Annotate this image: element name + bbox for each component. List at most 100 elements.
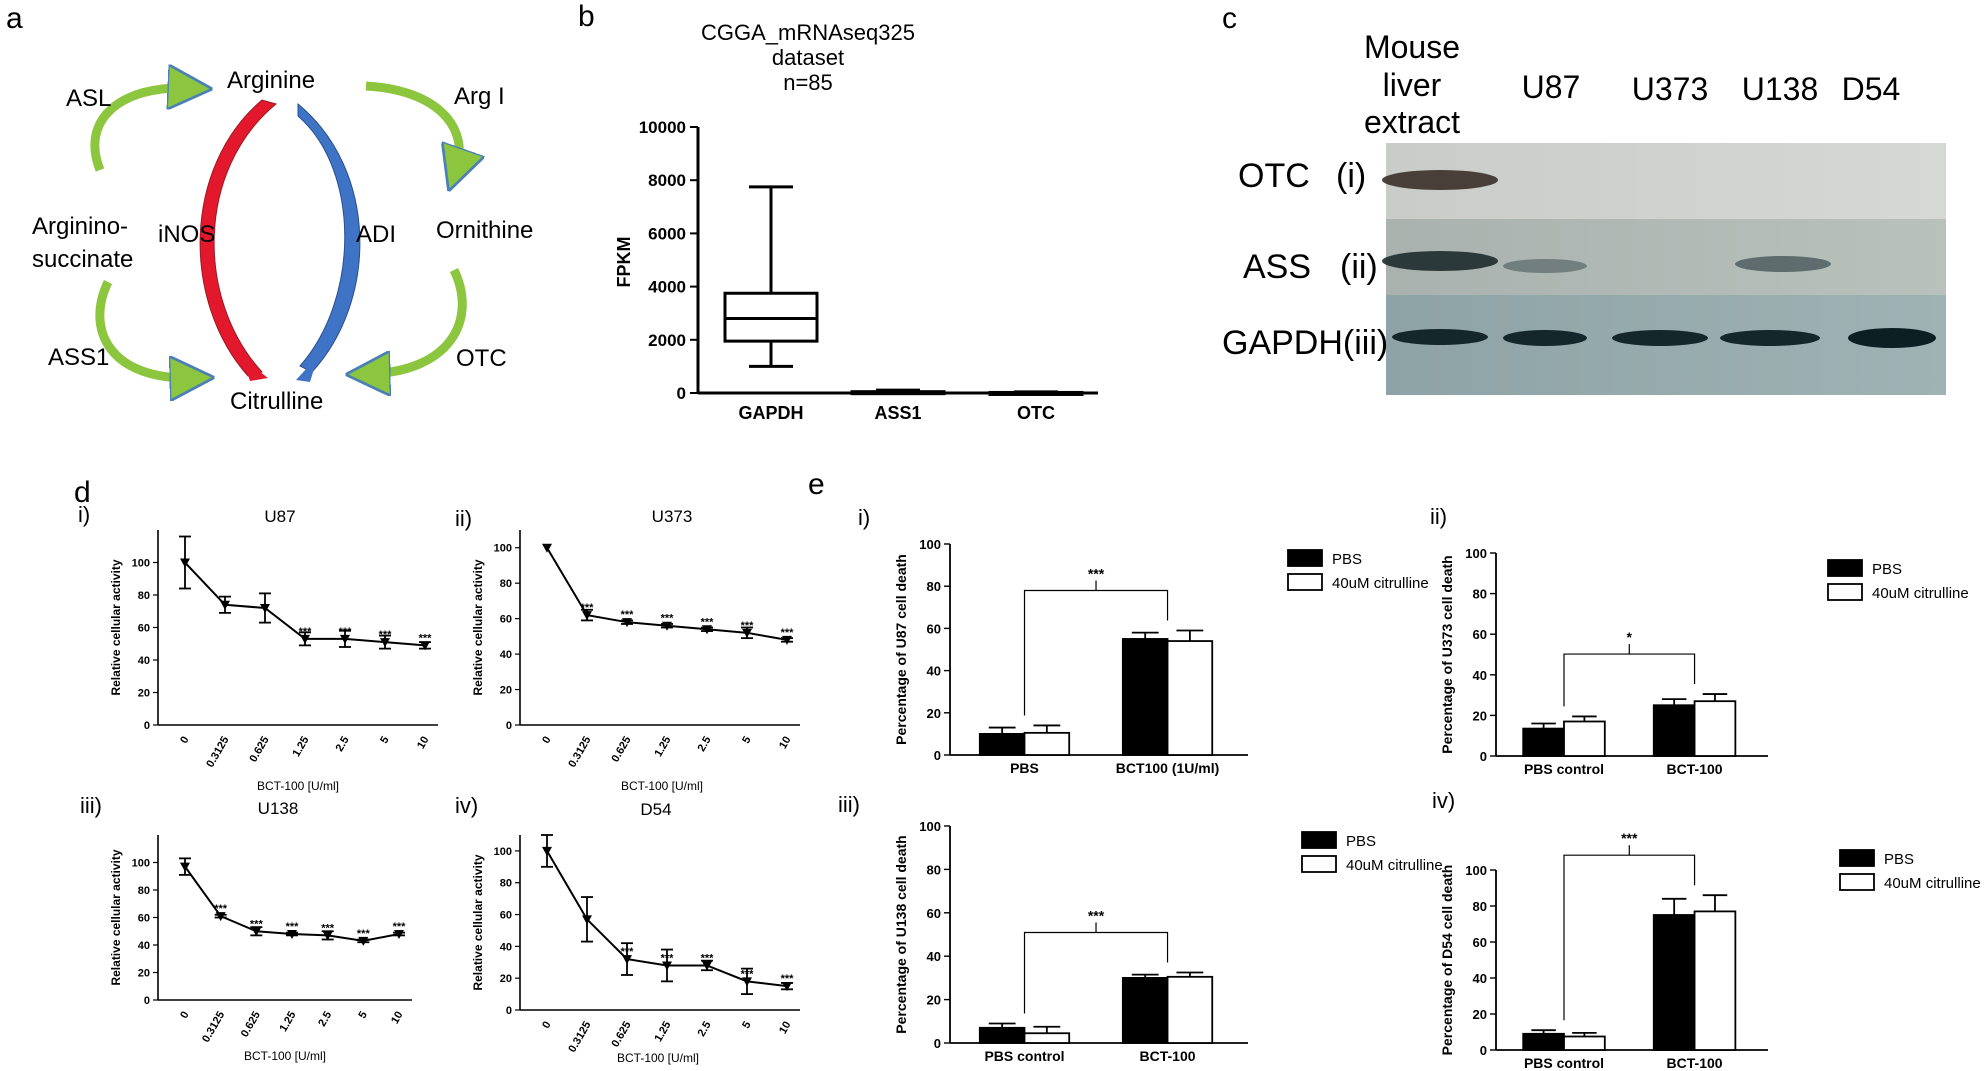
data-point: [742, 628, 752, 638]
panel-b: b CGGA_mRNAseq325 dataset n=85 FPKM 0 200…: [578, 0, 1098, 423]
arginine-label: Arginine: [227, 67, 315, 94]
y-tick-label: 80: [1473, 899, 1487, 914]
x-axis-label: BCT-100 [U/ml]: [244, 1049, 326, 1063]
lane-label-d54: D54: [1842, 71, 1901, 107]
legend-swatch: [1287, 573, 1323, 591]
sub-label: ii): [1430, 504, 1447, 529]
x-tick-label: 5: [740, 735, 753, 746]
panel-letter-a: a: [6, 2, 23, 35]
panel-d: d i) U87 Relative cellular activity BCT-100…: [74, 476, 800, 1065]
data-point: [542, 543, 552, 553]
band-gapdh-u87: [1503, 330, 1587, 346]
y-axis-label: Percentage of U87 cell death: [893, 554, 909, 745]
y-axis-label: Percentage of U138 cell death: [893, 835, 909, 1033]
y-tick-label: 0: [677, 384, 686, 403]
ass1-label: ASS1: [48, 344, 109, 371]
data-point: [782, 982, 792, 992]
y-tick-label: 4000: [648, 278, 686, 297]
x-tick-label: BCT-100: [1667, 1055, 1723, 1071]
legend-swatch: [1839, 873, 1875, 891]
significance-label: ***: [1088, 566, 1105, 582]
legend-label: PBS: [1884, 851, 1914, 868]
y-tick-label: 60: [927, 906, 941, 921]
y-tick-label: 0: [144, 720, 150, 732]
significance-label: ***: [621, 609, 635, 621]
bar: [1693, 910, 1737, 1051]
lane-label-liver: liver: [1383, 67, 1442, 103]
lane-label-u87: U87: [1522, 69, 1581, 105]
adi-label: ADI: [356, 221, 396, 248]
lane-label-u373: U373: [1632, 71, 1709, 107]
data-point: [702, 625, 712, 635]
y-tick-label: 40: [1473, 668, 1487, 683]
x-tick-label: GAPDH: [738, 403, 803, 423]
y-tick-label: 80: [500, 878, 512, 890]
inos-arrow: [199, 99, 278, 377]
y-tick-label: 20: [138, 688, 150, 700]
x-tick-label: OTC: [1017, 403, 1055, 423]
y-axis-label: Relative cellular activity: [471, 559, 485, 695]
y-tick-label: 10000: [639, 118, 686, 137]
panel-b-title-line-1: CGGA_mRNAseq325: [701, 20, 915, 45]
x-tick-label: 1.25: [652, 735, 673, 760]
y-tick-label: 20: [500, 685, 512, 697]
legend-label: 40uM citrulline: [1872, 585, 1969, 602]
chart-title: U87: [264, 507, 295, 526]
line-chart-d54: iv) D54 Relative cellular activity BCT-100 …: [455, 793, 800, 1065]
sub-label: i): [78, 502, 90, 527]
y-tick-label: 100: [919, 819, 941, 834]
x-tick-label: 5: [356, 1010, 369, 1021]
y-tick-label: 60: [138, 913, 150, 925]
x-tick-label: 0: [178, 735, 191, 746]
panel-c: c Mouse liver extract U87 U373 U138 D54 …: [1222, 2, 1946, 395]
y-tick-label: 0: [506, 1005, 512, 1017]
bar: [978, 733, 1026, 756]
bar: [1121, 977, 1169, 1044]
panel-a: a Arginine Citrulline Arginino- succinat…: [6, 2, 533, 415]
significance-label: ***: [419, 632, 433, 644]
x-tick-label: 0.625: [609, 1020, 633, 1050]
x-tick-label: 0: [540, 735, 553, 746]
ornithine-label: Ornithine: [436, 217, 533, 244]
data-point: [582, 915, 592, 925]
significance-label: *: [1627, 629, 1633, 645]
x-tick-label: BCT100 (1U/ml): [1116, 760, 1219, 776]
x-tick-label: PBS: [1010, 760, 1039, 776]
blot-label-gapdh: GAPDH(iii): [1222, 324, 1388, 362]
panel-letter-b: b: [578, 0, 595, 33]
panel-b-ylabel: FPKM: [614, 237, 634, 288]
y-tick-label: 80: [927, 862, 941, 877]
inos-arrow-head: [242, 358, 268, 381]
y-tick-label: 0: [934, 748, 941, 763]
x-tick-label: 2.5: [696, 735, 714, 754]
x-tick-label: ASS1: [874, 403, 921, 423]
band-gapdh-d54: [1848, 328, 1936, 348]
x-axis-label: BCT-100 [U/ml]: [617, 1051, 699, 1065]
bar: [1652, 704, 1696, 757]
x-tick-label: PBS control: [1524, 761, 1604, 777]
lane-label-mouse: Mouse: [1364, 29, 1460, 65]
data-point: [394, 930, 404, 939]
y-tick-label: 2000: [648, 331, 686, 350]
y-tick-label: 100: [494, 543, 512, 555]
significance-label: ***: [781, 973, 795, 985]
x-tick-label: BCT-100: [1140, 1048, 1196, 1064]
bar: [1693, 700, 1737, 757]
bar: [1652, 914, 1696, 1051]
y-tick-label: 20: [1473, 1007, 1487, 1022]
otc-arrow: [368, 268, 467, 374]
y-tick-label: 100: [1465, 546, 1487, 561]
data-point: [622, 618, 632, 628]
y-tick-label: 40: [138, 655, 150, 667]
data-point: [782, 635, 792, 645]
arg1-arrow: [365, 81, 459, 170]
y-tick-label: 80: [927, 579, 941, 594]
significance-label: ***: [357, 928, 371, 940]
inos-label: iNOS: [158, 221, 215, 248]
significance-label: ***: [581, 602, 595, 614]
significance-label: ***: [393, 921, 407, 933]
legend-swatch: [1301, 831, 1337, 849]
x-tick-label: 2.5: [316, 1010, 334, 1029]
sub-label: ii): [455, 506, 472, 531]
x-tick-label: 5: [740, 1020, 753, 1031]
